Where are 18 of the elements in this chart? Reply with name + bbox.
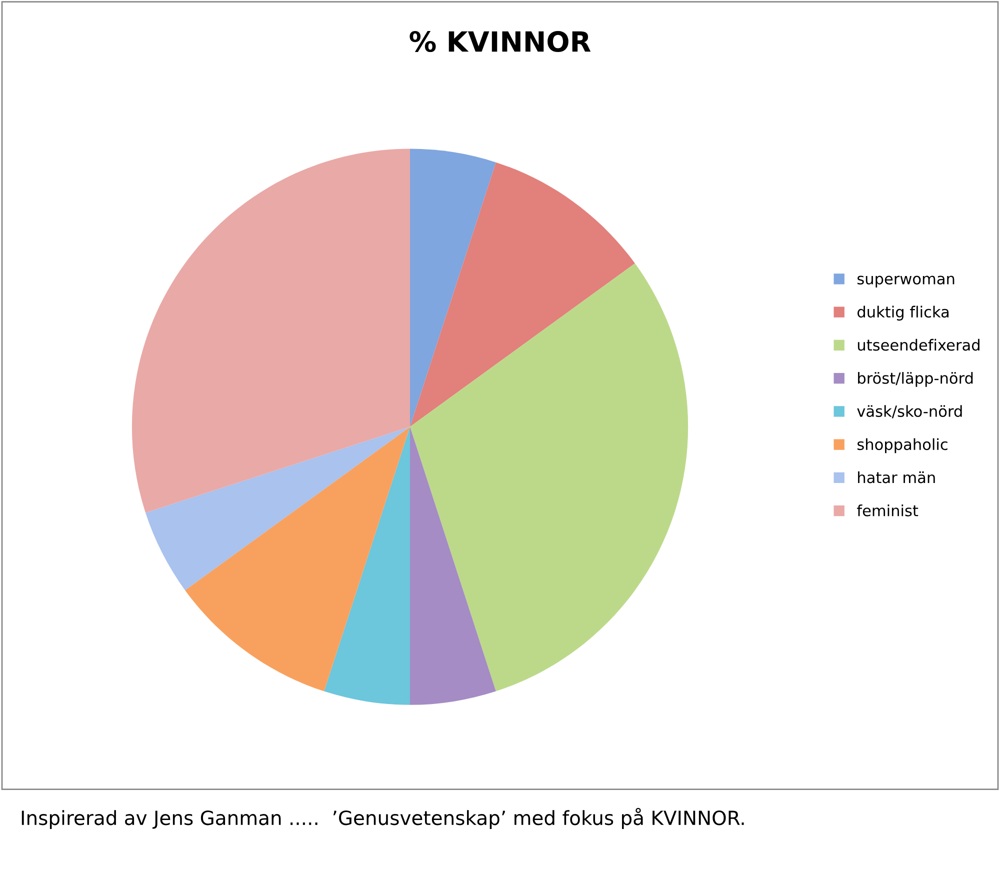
legend-label: hatar män <box>858 471 935 484</box>
pie-slice <box>185 426 410 692</box>
legend-label: bröst/läpp-nörd <box>858 372 973 387</box>
chart-title: % KVINNOR <box>410 31 591 52</box>
legend-label: duktig flicka <box>858 306 949 321</box>
legend-label: utseendefixerad <box>858 338 980 351</box>
pie-slice <box>410 162 635 427</box>
pie-slice <box>324 426 410 705</box>
legend-label: feminist <box>857 504 918 516</box>
legend-label: shoppaholic <box>857 438 948 454</box>
legend-label: väsk/sko-nörd <box>857 405 962 418</box>
text: Inspirerad av Jens Ganman ..... ’Genusvetenskap’ med fokus på KVINNOR. <box>22 808 744 829</box>
pie-slice <box>132 148 410 513</box>
pie-slice <box>410 148 496 427</box>
legend-label: superwoman <box>857 276 954 288</box>
pie-slice <box>410 426 496 705</box>
pie-slice <box>146 426 410 590</box>
pie-slice <box>410 263 688 692</box>
